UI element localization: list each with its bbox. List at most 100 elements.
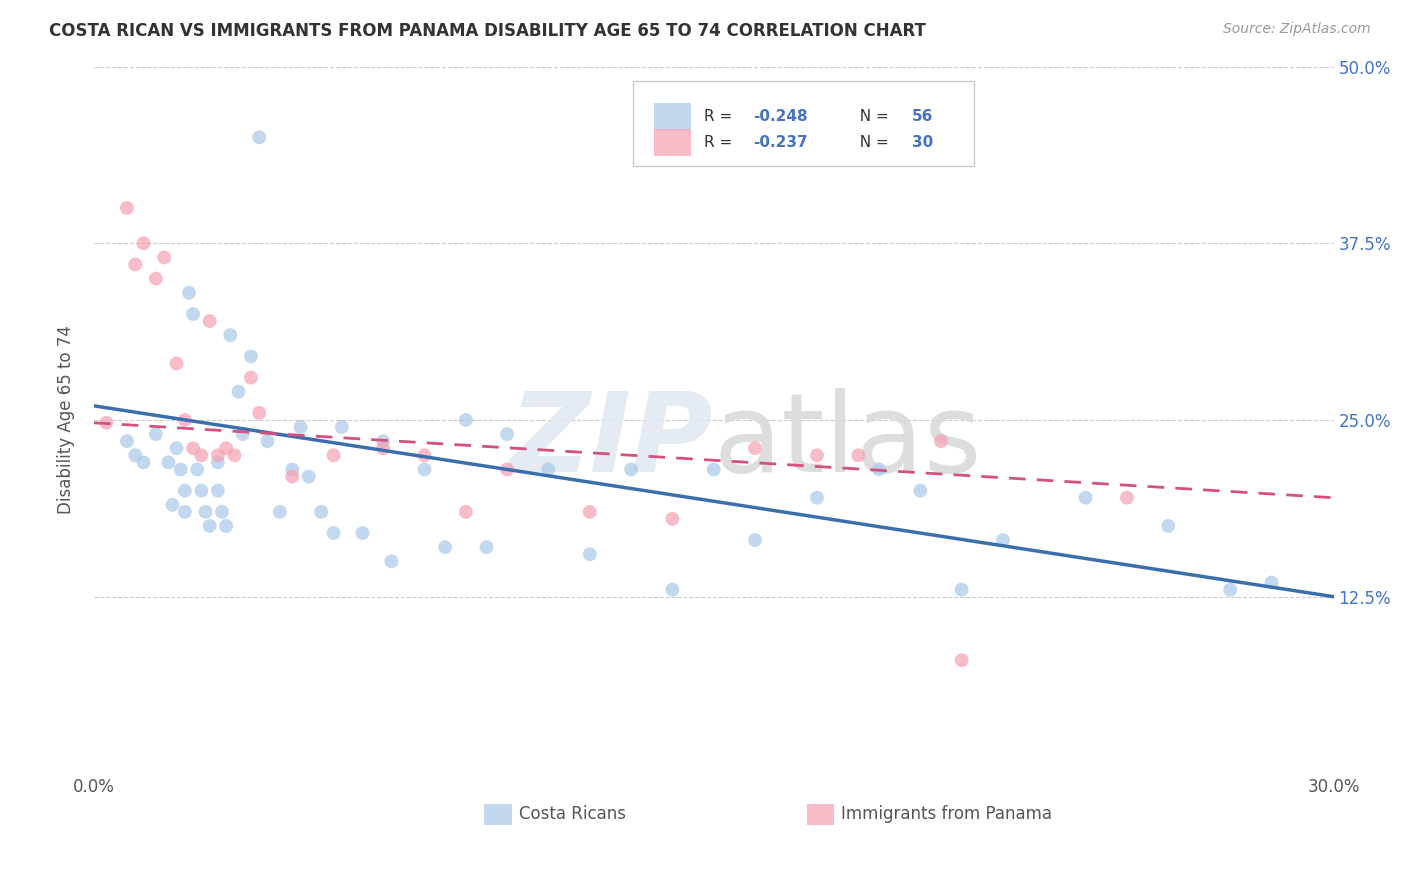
Point [239, 350, 262, 364]
Point [198, 519, 221, 533]
Point [153, 251, 176, 265]
Point [194, 505, 217, 519]
Point [170, 462, 193, 476]
Point [578, 505, 600, 519]
Point [228, 384, 250, 399]
Point [157, 455, 180, 469]
Point [198, 314, 221, 328]
Point [846, 448, 869, 462]
Point [190, 483, 212, 498]
Point [373, 442, 395, 456]
Point [219, 328, 242, 343]
Text: -0.248: -0.248 [754, 110, 808, 124]
Point [281, 469, 304, 483]
Point [661, 582, 683, 597]
Point [173, 505, 195, 519]
Point [744, 533, 766, 548]
Point [224, 448, 246, 462]
Point [578, 547, 600, 561]
Point [352, 526, 374, 541]
Text: Source: ZipAtlas.com: Source: ZipAtlas.com [1223, 22, 1371, 37]
Point [537, 462, 560, 476]
Point [620, 462, 643, 476]
Text: Immigrants from Panama: Immigrants from Panama [841, 805, 1053, 823]
Point [1157, 519, 1180, 533]
Point [454, 505, 477, 519]
Point [145, 427, 167, 442]
Point [434, 540, 457, 554]
Point [115, 434, 138, 449]
Text: atlas: atlas [714, 388, 983, 495]
Point [207, 455, 229, 469]
Point [661, 512, 683, 526]
Text: COSTA RICAN VS IMMIGRANTS FROM PANAMA DISABILITY AGE 65 TO 74 CORRELATION CHART: COSTA RICAN VS IMMIGRANTS FROM PANAMA DI… [49, 22, 927, 40]
Point [910, 483, 932, 498]
Point [207, 483, 229, 498]
Text: R =: R = [704, 110, 737, 124]
Point [132, 236, 155, 251]
Point [281, 462, 304, 476]
Point [744, 442, 766, 456]
Point [413, 448, 436, 462]
Point [330, 420, 353, 434]
Point [96, 416, 118, 430]
Point [496, 462, 519, 476]
Point [703, 462, 725, 476]
Point [950, 653, 973, 667]
Point [132, 455, 155, 469]
Point [1260, 575, 1282, 590]
Point [166, 356, 188, 370]
Point [950, 582, 973, 597]
Point [298, 469, 321, 483]
Point [322, 526, 344, 541]
Point [173, 413, 195, 427]
Point [929, 434, 952, 449]
Point [145, 271, 167, 285]
Point [247, 130, 270, 145]
Point [413, 462, 436, 476]
Point [207, 448, 229, 462]
Point [373, 434, 395, 449]
Point [991, 533, 1014, 548]
Point [181, 307, 204, 321]
Text: N =: N = [851, 110, 894, 124]
Point [806, 448, 828, 462]
Point [173, 483, 195, 498]
Point [186, 462, 208, 476]
Point [256, 434, 278, 449]
Point [215, 442, 238, 456]
Point [806, 491, 828, 505]
Point [247, 406, 270, 420]
Text: 56: 56 [912, 110, 934, 124]
Text: Costa Ricans: Costa Ricans [519, 805, 626, 823]
Bar [654, 129, 692, 156]
Bar [807, 804, 834, 825]
Point [181, 442, 204, 456]
Point [1219, 582, 1241, 597]
Text: 30: 30 [912, 135, 934, 150]
Text: N =: N = [851, 135, 894, 150]
Point [124, 448, 146, 462]
Text: ZIP: ZIP [510, 388, 714, 495]
Text: -0.237: -0.237 [754, 135, 808, 150]
Point [269, 505, 291, 519]
FancyBboxPatch shape [633, 81, 974, 166]
Point [322, 448, 344, 462]
Point [215, 519, 238, 533]
Bar [485, 804, 512, 825]
Point [496, 427, 519, 442]
Point [124, 258, 146, 272]
Point [211, 505, 233, 519]
Point [115, 201, 138, 215]
Point [380, 554, 402, 568]
Text: R =: R = [704, 135, 737, 150]
Point [162, 498, 184, 512]
Point [309, 505, 332, 519]
Point [166, 442, 188, 456]
Point [868, 462, 890, 476]
Point [475, 540, 498, 554]
Y-axis label: Disability Age 65 to 74: Disability Age 65 to 74 [58, 326, 75, 515]
Point [232, 427, 254, 442]
Point [1116, 491, 1139, 505]
Point [239, 370, 262, 384]
